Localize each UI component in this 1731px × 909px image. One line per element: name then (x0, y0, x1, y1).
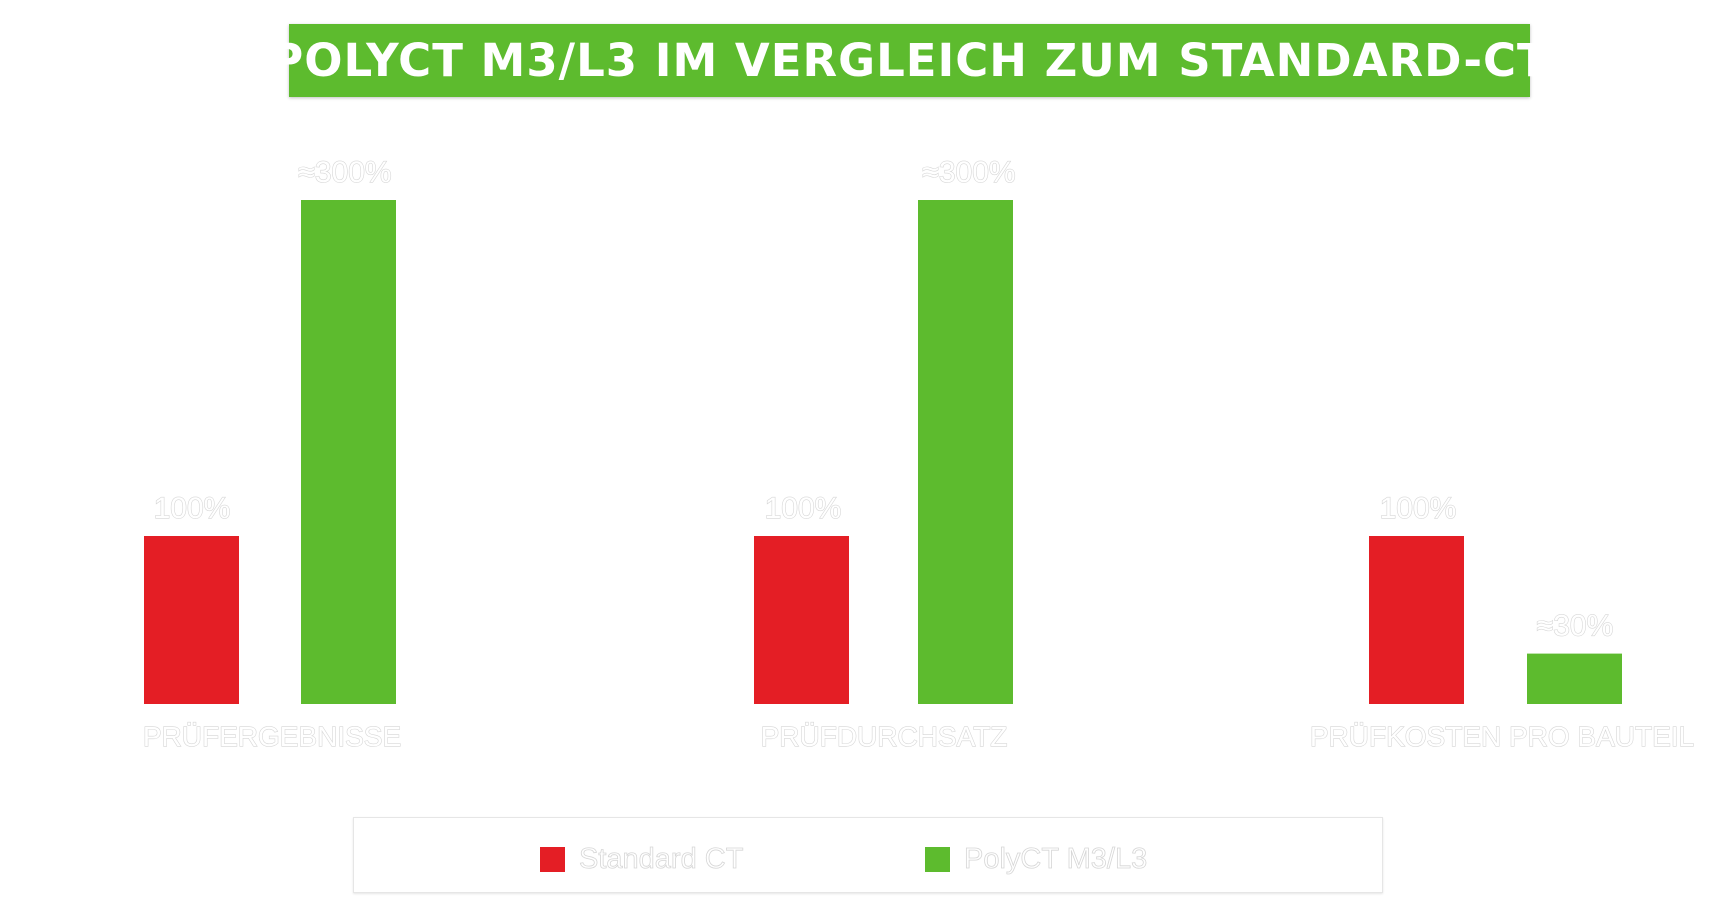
legend-label-polyct: PolyCT M3/L3 (964, 843, 1148, 876)
legend-swatch-polyct (925, 847, 950, 872)
legend-item-standard-ct: Standard CT (540, 843, 744, 876)
category-label-3: PRÜFKOSTEN PRO BAUTEIL (1310, 721, 1694, 752)
bar-polyct-3 (1527, 653, 1622, 704)
bar-polyct-2 (918, 200, 1013, 704)
data-label-polyct-1: ≈300% (298, 156, 391, 189)
bar-polyct-1 (301, 200, 396, 704)
chart-title: POLYCT M3/L3 IM VERGLEICH ZUM STANDARD-C… (270, 34, 1549, 87)
bar-standard-ct-3 (1369, 536, 1464, 704)
bar-standard-ct-2 (754, 536, 849, 704)
legend: Standard CT PolyCT M3/L3 (353, 817, 1383, 893)
category-label-1: PRÜFERGEBNISSE (143, 721, 401, 752)
data-label-polyct-2: ≈300% (922, 156, 1015, 189)
legend-label-standard-ct: Standard CT (579, 843, 744, 876)
legend-item-polyct: PolyCT M3/L3 (925, 843, 1148, 876)
category-label-2: PRÜFDURCHSATZ (761, 721, 1008, 752)
data-label-standard-ct-2: 100% (765, 492, 842, 525)
chart-title-banner: POLYCT M3/L3 IM VERGLEICH ZUM STANDARD-C… (270, 24, 1548, 97)
data-label-polyct-3: ≈30% (1537, 610, 1614, 643)
legend-swatch-standard-ct (540, 847, 565, 872)
data-label-standard-ct-3: 100% (1380, 492, 1457, 525)
data-label-standard-ct-1: 100% (154, 492, 231, 525)
bar-standard-ct-1 (144, 536, 239, 704)
